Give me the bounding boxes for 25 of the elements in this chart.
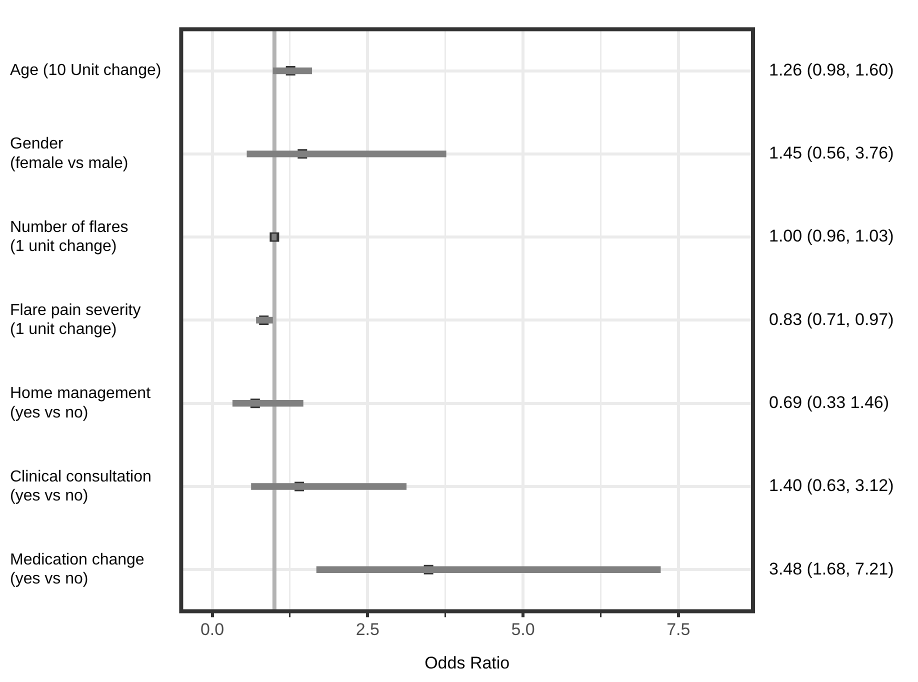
data-label: 0.83 (0.71, 0.97) <box>769 310 894 329</box>
x-tick-label: 2.5 <box>356 620 380 640</box>
data-label: 1.26 (0.98, 1.60) <box>769 60 894 80</box>
bar <box>272 67 312 74</box>
x-axis-title: Odds Ratio <box>424 653 510 672</box>
bar <box>251 483 407 490</box>
data-label: 1.40 (0.63, 3.12) <box>769 476 894 496</box>
data-label: 1.45 (0.56, 3.76) <box>769 144 894 163</box>
x-tick-label: 0.0 <box>200 620 224 640</box>
y-tick-label: Number of flares (1 unit change) <box>10 218 128 256</box>
bar <box>246 150 446 158</box>
x-tick-label: 5.0 <box>511 620 535 640</box>
bar <box>232 400 304 407</box>
y-tick-label: Medication change (yes vs no) <box>10 551 144 588</box>
data-label: 0.69 (0.33 1.46) <box>769 393 890 412</box>
bar <box>256 316 273 324</box>
data-label: 1.00 (0.96, 1.03) <box>769 226 894 246</box>
y-tick-label: Gender (female vs male) <box>10 136 128 172</box>
y-tick-label: Clinical consultation (yes vs no) <box>10 468 152 504</box>
data-label: 3.48 (1.68, 7.21) <box>769 559 894 578</box>
x-tick-label: 7.5 <box>666 620 690 640</box>
y-tick-label: Home management (yes vs no) <box>10 385 152 422</box>
bar <box>316 566 661 573</box>
y-tick-label: Age (10 Unit change) <box>10 62 162 80</box>
y-tick-label: Flare pain severity (1 unit change) <box>10 302 141 338</box>
